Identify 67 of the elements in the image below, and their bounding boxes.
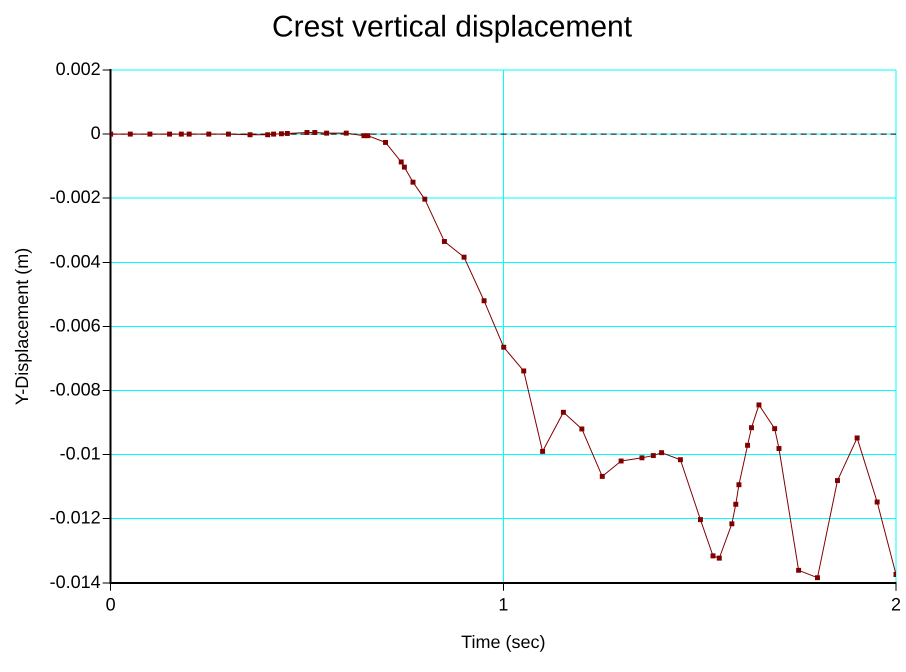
point: [716, 556, 722, 561]
x-tick-label: 2: [890, 594, 902, 615]
point: [814, 575, 820, 580]
y-tick-label: -0.002: [50, 187, 101, 208]
point: [265, 132, 270, 138]
point: [167, 132, 172, 137]
point: [402, 164, 407, 170]
point: [698, 517, 703, 522]
point: [482, 298, 487, 304]
point: [736, 482, 742, 488]
point: [248, 132, 253, 138]
point: [324, 130, 330, 136]
point: [874, 500, 880, 505]
point: [442, 238, 447, 244]
point: [206, 132, 212, 137]
point: [284, 130, 290, 136]
point: [749, 425, 754, 430]
point: [579, 426, 584, 432]
point: [710, 553, 716, 558]
y-tick-label: -0.012: [50, 508, 101, 528]
point: [271, 132, 276, 137]
point: [776, 446, 782, 451]
point: [729, 521, 734, 526]
point: [178, 132, 184, 137]
y-axis-title: Y-Displacement (m): [12, 248, 32, 406]
y-tick-label: 0: [90, 123, 101, 144]
x-tick-label: 0: [106, 594, 116, 615]
point: [560, 410, 566, 415]
point: [600, 474, 605, 479]
chart-title: Crest vertical displacement: [272, 10, 633, 44]
point: [618, 458, 624, 464]
point: [186, 132, 192, 137]
point: [344, 130, 349, 136]
point: [383, 140, 388, 145]
point: [650, 453, 656, 458]
point: [756, 402, 762, 408]
y-tick-label: 0.002: [56, 58, 101, 79]
point: [147, 132, 152, 137]
point: [835, 478, 840, 484]
y-tick-label: -0.008: [50, 379, 101, 400]
y-tick-label: -0.01: [60, 444, 101, 464]
point: [678, 457, 683, 462]
point: [398, 160, 404, 164]
y-tick-label: -0.006: [50, 315, 101, 336]
point: [639, 455, 644, 460]
point: [745, 442, 750, 448]
point: [659, 450, 664, 456]
point: [278, 131, 284, 136]
point: [521, 368, 526, 374]
point: [501, 344, 506, 350]
point: [462, 254, 467, 260]
point: [854, 435, 860, 440]
x-tick-label: 1: [498, 594, 508, 615]
point: [410, 180, 416, 185]
point: [128, 132, 133, 137]
y-tick-label: -0.014: [50, 572, 101, 592]
point: [312, 130, 318, 135]
point: [540, 448, 546, 454]
point: [226, 132, 231, 137]
point: [796, 568, 802, 573]
x-axis-title: Time (sec): [461, 632, 546, 652]
point: [304, 130, 310, 135]
point: [772, 426, 778, 432]
point: [733, 502, 738, 507]
point: [365, 133, 370, 138]
y-tick-label: -0.004: [50, 251, 101, 272]
point: [422, 196, 428, 202]
